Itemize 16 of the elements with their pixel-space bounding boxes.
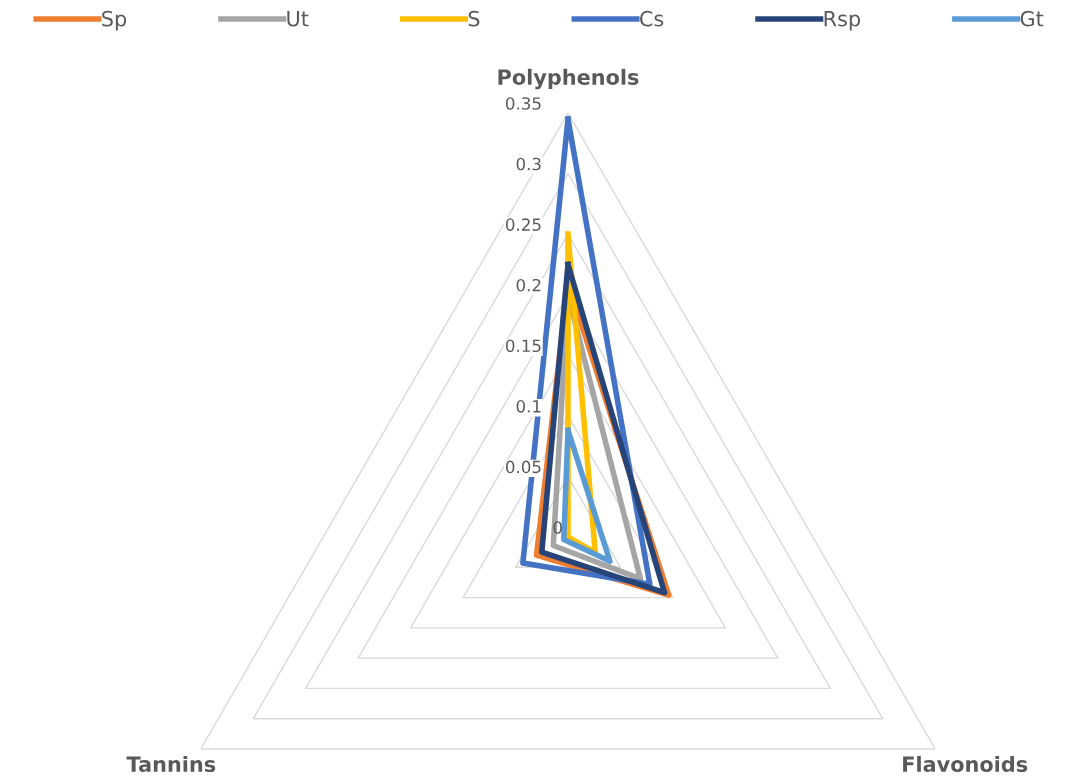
legend-label: Sp xyxy=(102,10,127,31)
y-tick-label: 0.05 xyxy=(505,460,541,474)
y-tick-label: 0.1 xyxy=(516,400,541,413)
legend-label: Gt xyxy=(1020,10,1044,27)
spoke-label: Flavonoids xyxy=(903,755,1028,773)
y-tick-label: 0.2 xyxy=(516,278,541,292)
y-tick-label: 0.25 xyxy=(505,218,541,231)
legend-label: Cs xyxy=(640,10,664,27)
y-tick-label: 0.3 xyxy=(516,157,541,171)
spoke-label: Polyphenols xyxy=(498,68,639,90)
y-tick-label: 0.15 xyxy=(505,339,541,353)
legend-label: S xyxy=(468,10,480,27)
legend-label: Ut xyxy=(287,11,309,27)
legend-label: Rsp xyxy=(824,11,861,31)
y-tick-label: 0.35 xyxy=(505,97,541,110)
spoke-label: Tannins xyxy=(126,755,216,773)
